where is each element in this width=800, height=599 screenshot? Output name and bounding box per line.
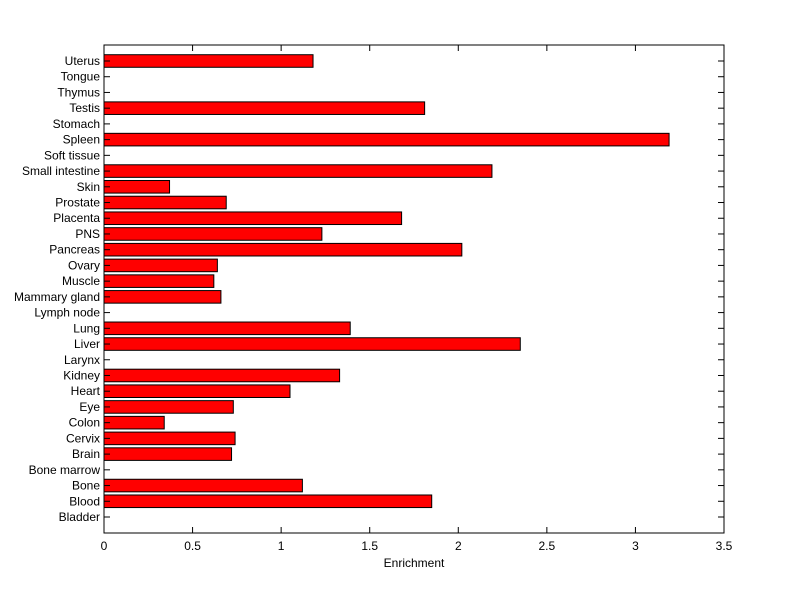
bar-cervix	[103, 431, 236, 446]
bar-pns	[103, 227, 323, 241]
y-tick-label-placenta: Placenta	[53, 211, 100, 225]
y-tick-label-lymph-node: Lymph node	[34, 306, 100, 320]
y-tick-label-larynx: Larynx	[64, 353, 100, 367]
y-tick-label-spleen: Spleen	[63, 133, 100, 147]
y-tick-label-mammary-gland: Mammary gland	[14, 290, 100, 304]
bar-brain	[103, 447, 233, 461]
bar-colon	[103, 415, 165, 430]
y-tick-label-stomach: Stomach	[53, 117, 100, 131]
y-tick-label-kidney: Kidney	[63, 368, 100, 382]
bar-pancreas	[103, 242, 463, 257]
x-tick-label: 1	[278, 539, 285, 553]
bar-liver	[103, 337, 521, 351]
bar-ovary	[103, 258, 218, 273]
y-tick-label-ovary: Ovary	[68, 258, 100, 272]
bar-bone	[103, 478, 303, 493]
bar-small-intestine	[103, 164, 493, 178]
bar-blood	[103, 494, 433, 509]
bar-testis	[103, 101, 426, 115]
bar-prostate	[103, 195, 227, 210]
bar-heart	[103, 384, 291, 398]
y-tick-label-tongue: Tongue	[61, 70, 101, 84]
y-tick-label-soft-tissue: Soft tissue	[44, 148, 100, 162]
y-tick-label-lung: Lung	[73, 321, 100, 335]
y-tick-label-bone: Bone	[72, 479, 100, 493]
y-tick-label-skin: Skin	[77, 180, 100, 194]
y-tick-label-pns: PNS	[75, 227, 100, 241]
bar-eye	[103, 400, 234, 414]
y-tick-label-cervix: Cervix	[66, 431, 100, 445]
y-tick-label-muscle: Muscle	[62, 274, 100, 288]
bar-spleen	[103, 132, 670, 147]
y-tick-label-liver: Liver	[74, 337, 100, 351]
y-tick-label-colon: Colon	[69, 416, 100, 430]
y-tick-label-brain: Brain	[72, 447, 100, 461]
x-axis-label: Enrichment	[384, 556, 445, 570]
y-tick-label-bladder: Bladder	[59, 510, 100, 524]
bar-muscle	[103, 274, 215, 288]
y-ticks	[104, 60, 724, 518]
y-tick-label-uterus: Uterus	[65, 54, 100, 68]
x-tick-label: 0	[101, 539, 108, 553]
y-tick-label-thymus: Thymus	[57, 85, 100, 99]
x-tick-label: 3	[632, 539, 639, 553]
y-tick-label-heart: Heart	[71, 384, 101, 398]
x-tick-label: 2.5	[539, 539, 556, 553]
x-tick-label: 2	[455, 539, 462, 553]
x-tick-labels: 0 0.5 1 1.5 2 2.5 3 3.5	[101, 539, 733, 553]
y-tick-label-testis: Testis	[69, 101, 100, 115]
bar-kidney	[103, 368, 341, 383]
bar-skin	[103, 180, 171, 194]
bar-placenta	[103, 211, 403, 226]
y-tick-label-eye: Eye	[79, 400, 100, 414]
y-tick-label-bone-marrow: Bone marrow	[29, 463, 101, 477]
x-tick-label: 0.5	[184, 539, 201, 553]
bar-uterus	[103, 54, 314, 68]
plot-frame	[103, 44, 725, 534]
bar-mammary-gland	[103, 290, 222, 304]
bar-lung	[103, 321, 351, 336]
y-tick-label-pancreas: Pancreas	[49, 243, 100, 257]
y-tick-label-blood: Blood	[69, 494, 100, 508]
x-tick-label: 3.5	[716, 539, 733, 553]
x-tick-label: 1.5	[361, 539, 378, 553]
y-tick-label-prostate: Prostate	[55, 196, 100, 210]
y-tick-label-small-intestine: Small intestine	[22, 164, 100, 178]
